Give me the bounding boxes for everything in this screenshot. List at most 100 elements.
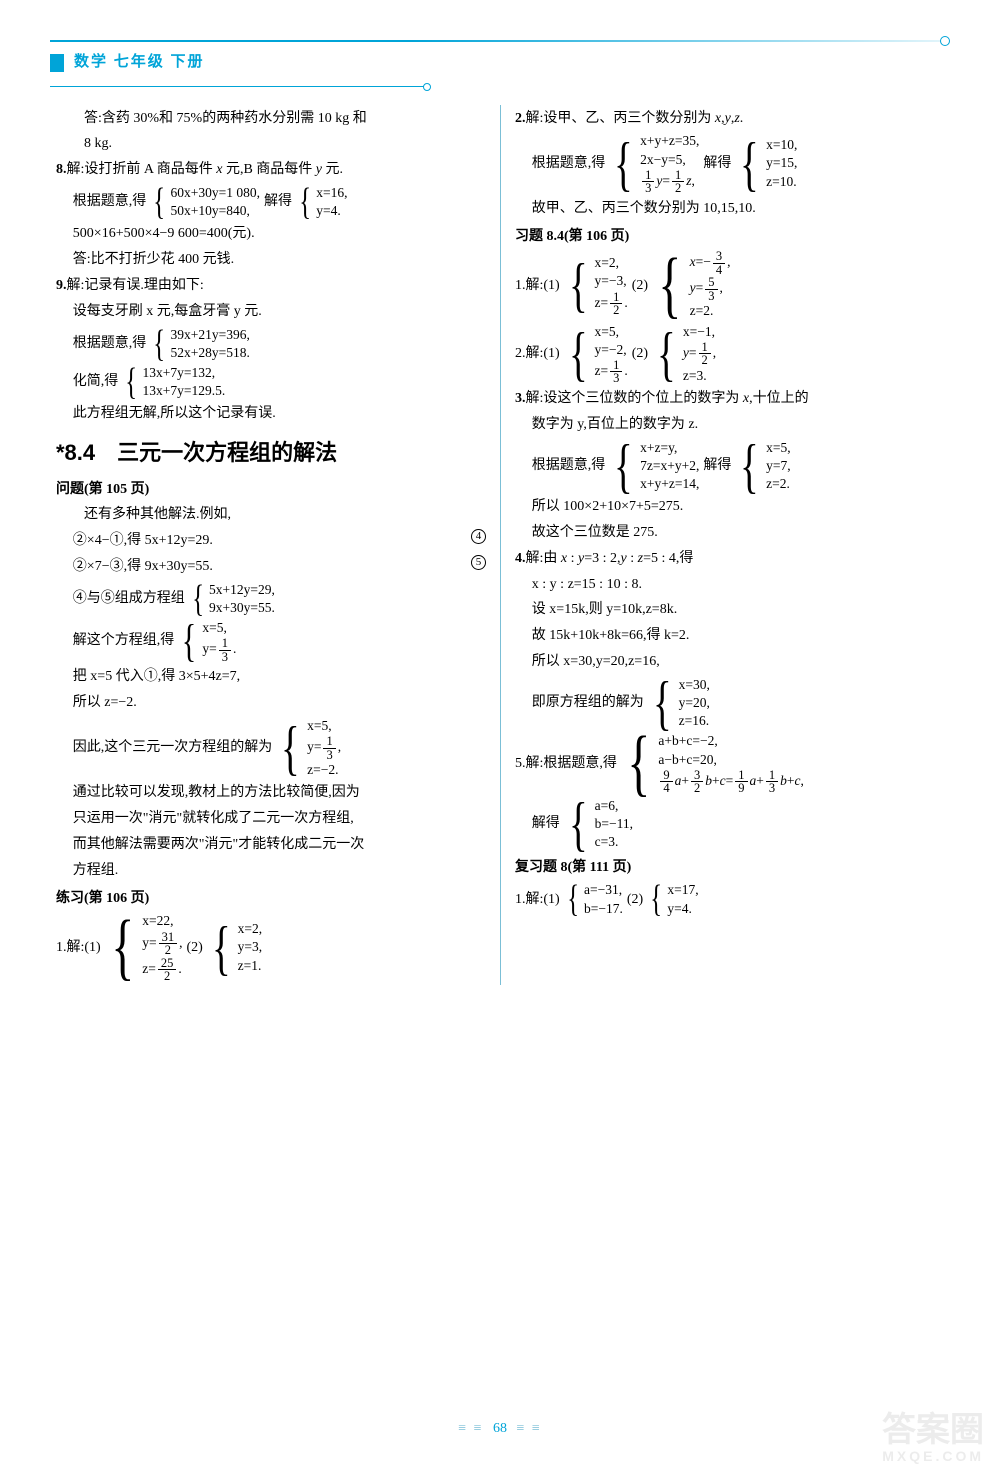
hw-1: 1.解:(1) { x=2, y=−3, z=12. (2) { x=−34, … [515, 250, 944, 320]
right-column: 2.解:设甲、乙、丙三个数分别为 x,y,z. 根据题意,得 { x+y+z=3… [500, 105, 950, 985]
text: x : y : z=15 : 10 : 8. [515, 573, 944, 597]
eq-line: y=53, [690, 276, 731, 302]
eq-line: a−b+c=20, [658, 751, 804, 769]
text: 解:设这个三位数的个位上的数字为 x,十位上的 [526, 391, 809, 406]
watermark-url: MXQE.COM [882, 1449, 984, 1463]
eq-line: y=4. [316, 202, 347, 220]
text: 解得 [703, 152, 731, 176]
sub-rule [50, 86, 428, 87]
eq-line: x=5, [307, 717, 341, 735]
equation: 根据题意,得 { x+z=y, 7z=x+y+2, x+y+z=14, 解得 {… [515, 439, 944, 494]
text: 500×16+500×4−9 600=400(元). [56, 222, 486, 246]
text: 解:由 x : y=3 : 2,y : z=5 : 4,得 [526, 551, 694, 566]
text: 方程组. [56, 859, 486, 883]
eq-line: b=−17. [584, 900, 623, 918]
top-rule [50, 40, 950, 42]
page-number-value: 68 [493, 1421, 507, 1436]
equation: 解这个方程组,得 { x=5, y=13. [56, 619, 486, 663]
text: (2) [632, 274, 648, 298]
eq-line: z=252. [142, 957, 182, 983]
eq-line: z=10. [766, 173, 797, 191]
text: 所以 100×2+10×7+5=275. [515, 495, 944, 519]
eq-line: z=12. [595, 291, 628, 317]
tag: 4 [471, 529, 486, 544]
eq-line: y=15, [766, 154, 797, 172]
eq-line: 13x+7y=129.5. [143, 382, 226, 400]
equation: 解得 { a=6, b=−11, c=3. [515, 797, 944, 852]
eq-line: z=−2. [307, 761, 341, 779]
text: (2) [627, 888, 643, 912]
page-number: ≡ ≡ 68 ≡ ≡ [0, 1417, 1000, 1441]
text: 只运用一次"消元"就转化成了二元一次方程组, [56, 807, 486, 831]
text: (2) [187, 936, 203, 960]
eq-line: x=2, [238, 920, 263, 938]
eq-line: z=1. [238, 957, 263, 975]
problem-5: 5.解:根据题意,得 { a+b+c=−2, a−b+c=20, 94a+32b… [515, 732, 944, 794]
text: (2) [632, 342, 648, 366]
header-title: 数学 七年级 下册 [74, 50, 205, 76]
columns: 答:含药 30%和 75%的两种药水分别需 10 kg 和 8 kg. 8.解:… [50, 105, 950, 985]
text: 而其他解法需要两次"消元"才能转化成二元一次 [56, 833, 486, 857]
eq-line: x=22, [142, 912, 182, 930]
text: ②×4−①,得 5x+12y=29. [73, 533, 213, 548]
text: 解:记录有误.理由如下: [67, 278, 204, 293]
eq-line: y=13. [202, 637, 236, 663]
problem-8: 8.解:设打折前 A 商品每件 x 元,B 商品每件 y 元. [56, 158, 486, 182]
problem-9: 9.解:记录有误.理由如下: [56, 274, 486, 298]
text: 所以 x=30,y=20,z=16, [515, 650, 944, 674]
deco-icon: ≡ ≡ [458, 1421, 483, 1436]
eq-line: 94a+32b+c=19a+13b+c, [658, 769, 804, 795]
eq-line: y=13, [307, 735, 341, 761]
eq-line: x=16, [316, 184, 347, 202]
text: 根据题意,得 [73, 190, 147, 214]
equation: 根据题意,得 {60x+30y=1 080,50x+10y=840, 解得 {x… [56, 184, 486, 220]
text: 即原方程组的解为 [532, 691, 644, 715]
section-title: *8.4 三元一次方程组的解法 [56, 434, 486, 471]
eq-line: y=7, [766, 457, 791, 475]
review-1: 1.解:(1) { a=−31, b=−17. (2) { x=17, y=4. [515, 881, 944, 917]
text: 还有多种其他解法.例如, [56, 503, 486, 527]
hw-2: 2.解:(1) { x=5, y=−2, z=13. (2) { x=−1, y… [515, 323, 944, 385]
text: 答:含药 30%和 75%的两种药水分别需 10 kg 和 [56, 107, 486, 131]
exercise-1: 1.解:(1) { x=22, y=312, z=252. (2) { x=2,… [56, 912, 486, 982]
text: 2.解:(1) [515, 342, 560, 366]
text: 此方程组无解,所以这个记录有误. [56, 402, 486, 426]
text: 解这个方程组,得 [73, 629, 175, 653]
deco-icon: ≡ ≡ [517, 1421, 542, 1436]
text: 1.解:(1) [56, 936, 101, 960]
equation: 因此,这个三元一次方程组的解为 { x=5, y=13, z=−2. [56, 717, 486, 779]
eq-line: x=−1, [683, 323, 716, 341]
eq-line: x=17, [667, 881, 698, 899]
problem-3: 3.解:设这个三位数的个位上的数字为 x,十位上的 [515, 387, 944, 411]
equation: ④与⑤组成方程组 {5x+12y=29,9x+30y=55. [56, 581, 486, 617]
text: ②×7−③,得 9x+30y=55.5 [56, 555, 486, 579]
eq-line: y=4. [667, 900, 698, 918]
eq-line: 52x+28y=518. [171, 344, 250, 362]
text: 8. [56, 162, 67, 177]
eq-line: z=16. [679, 712, 710, 730]
eq-line: x+y+z=14, [640, 475, 699, 493]
eq-line: x=30, [679, 676, 710, 694]
watermark-text: 答案圈 [882, 1411, 984, 1449]
problem-2: 2.解:设甲、乙、丙三个数分别为 x,y,z. [515, 107, 944, 131]
page: 数学 七年级 下册 答:含药 30%和 75%的两种药水分别需 10 kg 和 … [0, 0, 1000, 1477]
eq-line: x=2, [595, 254, 628, 272]
text: 故甲、乙、丙三个数分别为 10,15,10. [515, 197, 944, 221]
eq-line: x=5, [766, 439, 791, 457]
sub-title: 问题(第 105 页) [56, 478, 486, 502]
eq-line: y=−3, [595, 272, 628, 290]
eq-line: 13x+7y=132, [143, 364, 226, 382]
eq-line: y=312, [142, 931, 182, 957]
text: 8 kg. [56, 132, 486, 156]
text: 解得 [264, 190, 292, 214]
eq-line: 60x+30y=1 080, [171, 184, 260, 202]
eq-line: y=12, [683, 341, 716, 367]
eq-line: y=20, [679, 694, 710, 712]
eq-line: z=2. [766, 475, 791, 493]
eq-line: y=3, [238, 938, 263, 956]
equation: 根据题意,得 {39x+21y=396,52x+28y=518. [56, 326, 486, 362]
text: 根据题意,得 [532, 152, 606, 176]
header: 数学 七年级 下册 [50, 50, 950, 76]
text: 所以 z=−2. [56, 691, 486, 715]
eq-line: z=13. [595, 359, 628, 385]
